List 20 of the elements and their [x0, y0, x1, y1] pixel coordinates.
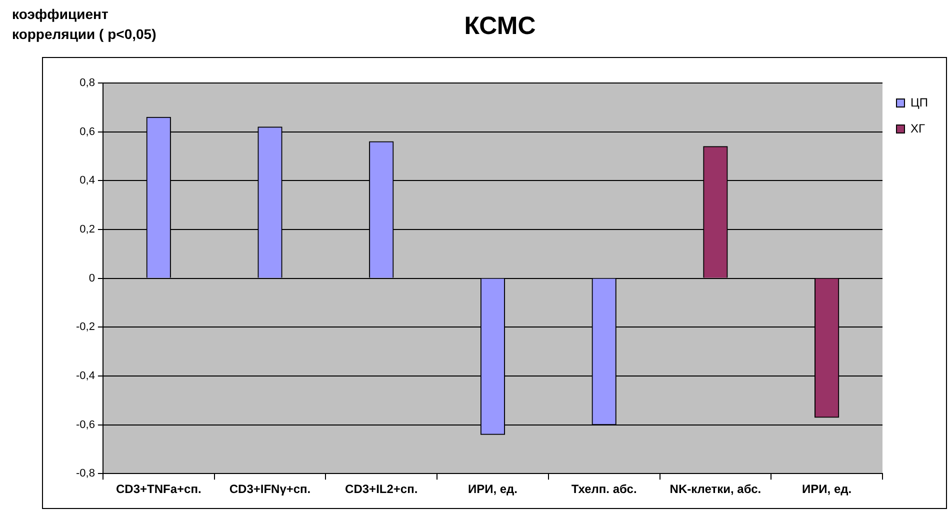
y-tick-label: 0,4: [80, 174, 95, 187]
x-tick-label: ИРИ, ед.: [802, 482, 852, 496]
legend-label: ХГ: [910, 121, 926, 136]
y-axis-title: коэффициент корреляции ( p<0,05): [12, 5, 158, 44]
legend-label: ЦП: [910, 95, 928, 110]
y-tick-label: 0,2: [80, 224, 95, 236]
y-tick-label: -0,8: [76, 468, 95, 480]
x-tick-label: CD3+IL2+сп.: [345, 482, 418, 496]
x-tick-label: ИРИ, ед.: [468, 482, 518, 496]
y-tick-label: 0,6: [80, 126, 95, 138]
y-tick-label: 0,8: [80, 77, 95, 90]
chart-title: КСМС: [463, 12, 537, 41]
y-tick-label: 0: [88, 272, 95, 284]
y-tick-label: -0,6: [76, 418, 95, 431]
x-tick-label: NK-клетки, абс.: [670, 482, 762, 496]
x-tick-label: CD3+TNFa+сп.: [116, 482, 202, 496]
y-tick-label: -0,4: [76, 370, 95, 382]
x-tick-label: Тхелп. абс.: [571, 482, 637, 496]
x-tick-label: CD3+IFNγ+сп.: [229, 482, 311, 496]
y-tick-label: -0,2: [76, 321, 95, 334]
